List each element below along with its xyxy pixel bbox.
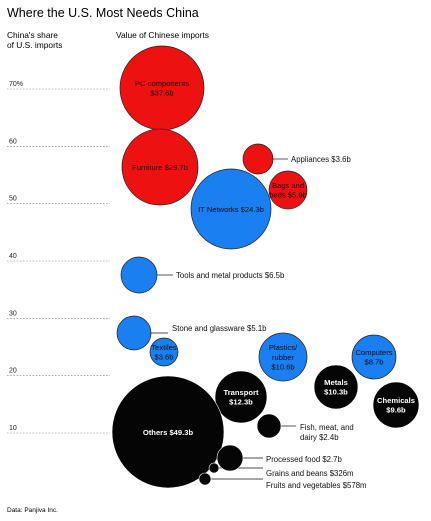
y-tick-10: 10 — [9, 425, 17, 432]
gridlines — [7, 88, 110, 434]
bubble-plastics-rubber — [258, 332, 308, 382]
y-axis-label-line-1: China's share — [7, 30, 58, 40]
bubble-chemicals — [372, 381, 420, 429]
bubble-label-stone-and-glassware: Stone and glassware $5.1b — [172, 324, 267, 333]
size-legend-label: Value of Chinese imports — [116, 30, 209, 40]
bubble-computers — [351, 334, 397, 380]
bubble-furniture — [121, 128, 199, 206]
bubble-appliances — [242, 143, 274, 175]
y-axis-label-line-2: of U.S. imports — [7, 40, 62, 50]
y-tick-40: 40 — [9, 253, 17, 260]
y-tick-30: 30 — [9, 310, 17, 317]
bubble-grains-and-beans — [208, 462, 220, 474]
bubble-labels: PC components $37.6b Furniture $29.7b Appli… — [132, 79, 415, 490]
bubble-label-plastics-rubber: Plastics/rubber $10.6b — [269, 343, 298, 371]
bubble-label-tools-and-metal-products: Tools and metal products $6.5b — [176, 271, 285, 280]
bubble-label-furniture: Furniture $29.7b — [132, 163, 188, 172]
bubble-stone-and-glassware — [116, 315, 152, 351]
y-tick-50: 50 — [9, 196, 17, 203]
bubble-label-fruits-and-vegetables: Fruits and vegetables $578m — [266, 481, 367, 490]
bubble-label-bags-and-beds: Bags and beds $5.9b — [269, 181, 307, 200]
bubble-label-computers: Computers $8.7b — [355, 348, 392, 367]
bubble-label-metals: Metals $10.3b — [324, 378, 348, 397]
bubble-label-appliances: Appliances $3.6b — [291, 155, 351, 164]
bubble-label-transport: Transport $12.3b — [223, 388, 258, 407]
bubble-fruits-and-vegetables — [198, 472, 212, 486]
y-tick-60: 60 — [9, 138, 17, 145]
bubble-label-pc-components: PC components $37.6b — [135, 79, 189, 98]
bubble-label-grains-and-beans: Grains and beans $326m — [266, 469, 354, 478]
bubble-tools-and-metal-products — [120, 256, 158, 294]
y-tick-70: 70% — [9, 81, 23, 88]
bubble-bags-and-beds — [268, 170, 308, 210]
chart-title: Where the U.S. Most Needs China — [7, 6, 199, 20]
bubble-transport — [214, 370, 268, 424]
bubble-label-fish-meat-and-dairy: Fish, meat, and dairy $2.4b — [300, 423, 354, 442]
bubble-others — [111, 375, 225, 489]
bubble-fish-meat-and-dairy — [256, 413, 282, 439]
bubble-label-processed-food: Processed food $2.7b — [266, 455, 343, 464]
bubble-label-others: Others $49.3b — [143, 428, 194, 437]
bubble-label-it-networks: IT Networks $24.3b — [198, 205, 264, 214]
bubble-metals — [313, 364, 359, 410]
bubble-processed-food — [216, 444, 244, 472]
y-axis-ticks: 70% 60 50 40 30 20 10 — [9, 81, 23, 432]
bubble-it-networks — [190, 168, 272, 250]
bubble-label-textiles: Textiles $3.6b — [151, 343, 177, 362]
bubble-label-chemicals: Chemicals $9.6b — [377, 396, 415, 415]
source-note: Data: Panjiva Inc. — [7, 507, 58, 514]
bubbles — [111, 45, 420, 489]
bubble-textiles — [149, 337, 179, 367]
y-tick-20: 20 — [9, 368, 17, 375]
